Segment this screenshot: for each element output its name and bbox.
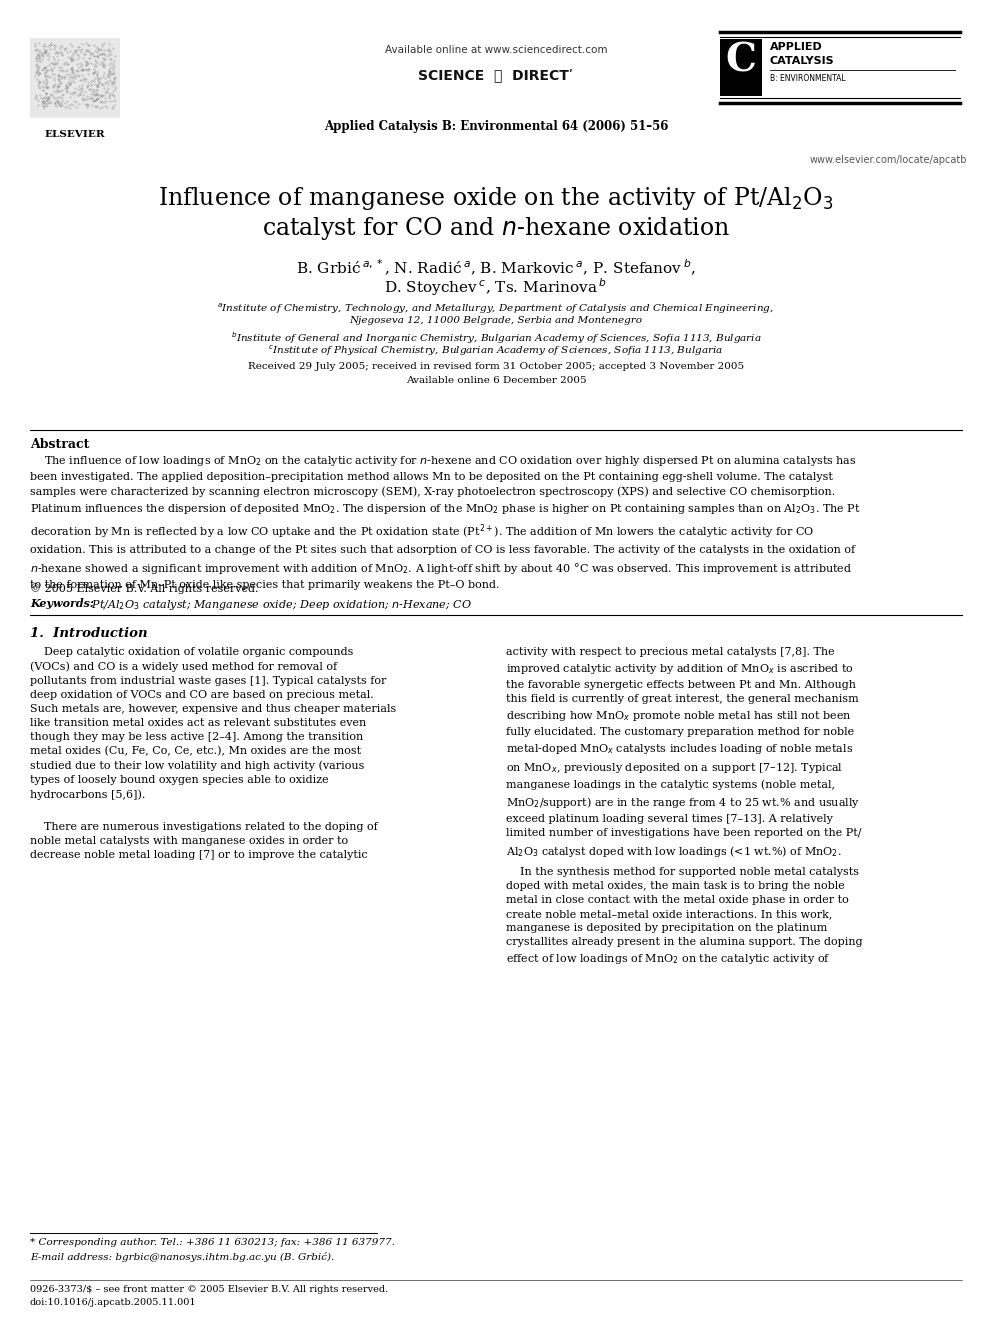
Text: D. Stoychev$\,^{c}$, Ts. Marinova$\,^{b}$: D. Stoychev$\,^{c}$, Ts. Marinova$\,^{b}… [385, 277, 607, 298]
Text: www.elsevier.com/locate/apcatb: www.elsevier.com/locate/apcatb [809, 155, 967, 165]
Text: Received 29 July 2005; received in revised form 31 October 2005; accepted 3 Nove: Received 29 July 2005; received in revis… [248, 363, 744, 370]
Text: activity with respect to precious metal catalysts [7,8]. The
improved catalytic : activity with respect to precious metal … [506, 647, 861, 859]
Text: $^{b}$Institute of General and Inorganic Chemistry, Bulgarian Academy of Science: $^{b}$Institute of General and Inorganic… [231, 329, 761, 345]
Text: ELSEVIER: ELSEVIER [45, 130, 105, 139]
Text: The influence of low loadings of MnO$_2$ on the catalytic activity for $n$-hexen: The influence of low loadings of MnO$_2$… [30, 454, 861, 590]
Text: Keywords:: Keywords: [30, 598, 94, 609]
Text: C: C [725, 42, 757, 79]
Text: Available online 6 December 2005: Available online 6 December 2005 [406, 376, 586, 385]
Text: $^{c}$Institute of Physical Chemistry, Bulgarian Academy of Sciences, Sofia 1113: $^{c}$Institute of Physical Chemistry, B… [269, 344, 723, 359]
Text: E-mail address: bgrbic@nanosys.ihtm.bg.ac.yu (B. Grbić).: E-mail address: bgrbic@nanosys.ihtm.bg.a… [30, 1252, 334, 1262]
Text: Njegoseva 12, 11000 Belgrade, Serbia and Montenegro: Njegoseva 12, 11000 Belgrade, Serbia and… [349, 316, 643, 325]
Text: In the synthesis method for supported noble metal catalysts
doped with metal oxi: In the synthesis method for supported no… [506, 867, 863, 966]
Bar [30, 38, 120, 118]
Text: Influence of manganese oxide on the activity of Pt/Al$_2$O$_3$: Influence of manganese oxide on the acti… [159, 185, 833, 212]
Text: B. Grbić$\,^{a,*}$, N. Radić$\,^{a}$, B. Markovic$\,^{a}$, P. Stefanov$\,^{b}$,: B. Grbić$\,^{a,*}$, N. Radić$\,^{a}$, B.… [296, 258, 696, 278]
Text: © 2005 Elsevier B.V. All rights reserved.: © 2005 Elsevier B.V. All rights reserved… [30, 583, 259, 594]
Text: APPLIED: APPLIED [770, 42, 822, 52]
Text: $^{a}$Institute of Chemistry, Technology, and Metallurgy, Department of Catalysi: $^{a}$Institute of Chemistry, Technology… [217, 302, 775, 316]
Text: Abstract: Abstract [30, 438, 89, 451]
Text: Available online at www.sciencedirect.com: Available online at www.sciencedirect.co… [385, 45, 607, 56]
Text: B: ENVIRONMENTAL: B: ENVIRONMENTAL [770, 74, 845, 83]
Text: catalyst for CO and $\mathit{n}$-hexane oxidation: catalyst for CO and $\mathit{n}$-hexane … [262, 216, 730, 242]
Text: CATALYSIS: CATALYSIS [770, 56, 834, 66]
Text: There are numerous investigations related to the doping of
noble metal catalysts: There are numerous investigations relate… [30, 822, 378, 860]
Text: Pt/Al$_2$O$_3$ catalyst; Manganese oxide; Deep oxidation; $n$-Hexane; CO: Pt/Al$_2$O$_3$ catalyst; Manganese oxide… [88, 598, 472, 613]
Text: SCIENCE  ⓓ  DIRECTʹ: SCIENCE ⓓ DIRECTʹ [419, 67, 573, 82]
Text: * Corresponding author. Tel.: +386 11 630213; fax: +386 11 637977.: * Corresponding author. Tel.: +386 11 63… [30, 1238, 395, 1248]
Text: Deep catalytic oxidation of volatile organic compounds
(VOCs) and CO is a widely: Deep catalytic oxidation of volatile org… [30, 647, 396, 800]
Text: 1.  Introduction: 1. Introduction [30, 627, 148, 640]
Text: doi:10.1016/j.apcatb.2005.11.001: doi:10.1016/j.apcatb.2005.11.001 [30, 1298, 196, 1307]
Text: 0926-3373/$ – see front matter © 2005 Elsevier B.V. All rights reserved.: 0926-3373/$ – see front matter © 2005 El… [30, 1285, 388, 1294]
Bar [720, 38, 762, 97]
Text: Applied Catalysis B: Environmental 64 (2006) 51–56: Applied Catalysis B: Environmental 64 (2… [323, 120, 669, 134]
